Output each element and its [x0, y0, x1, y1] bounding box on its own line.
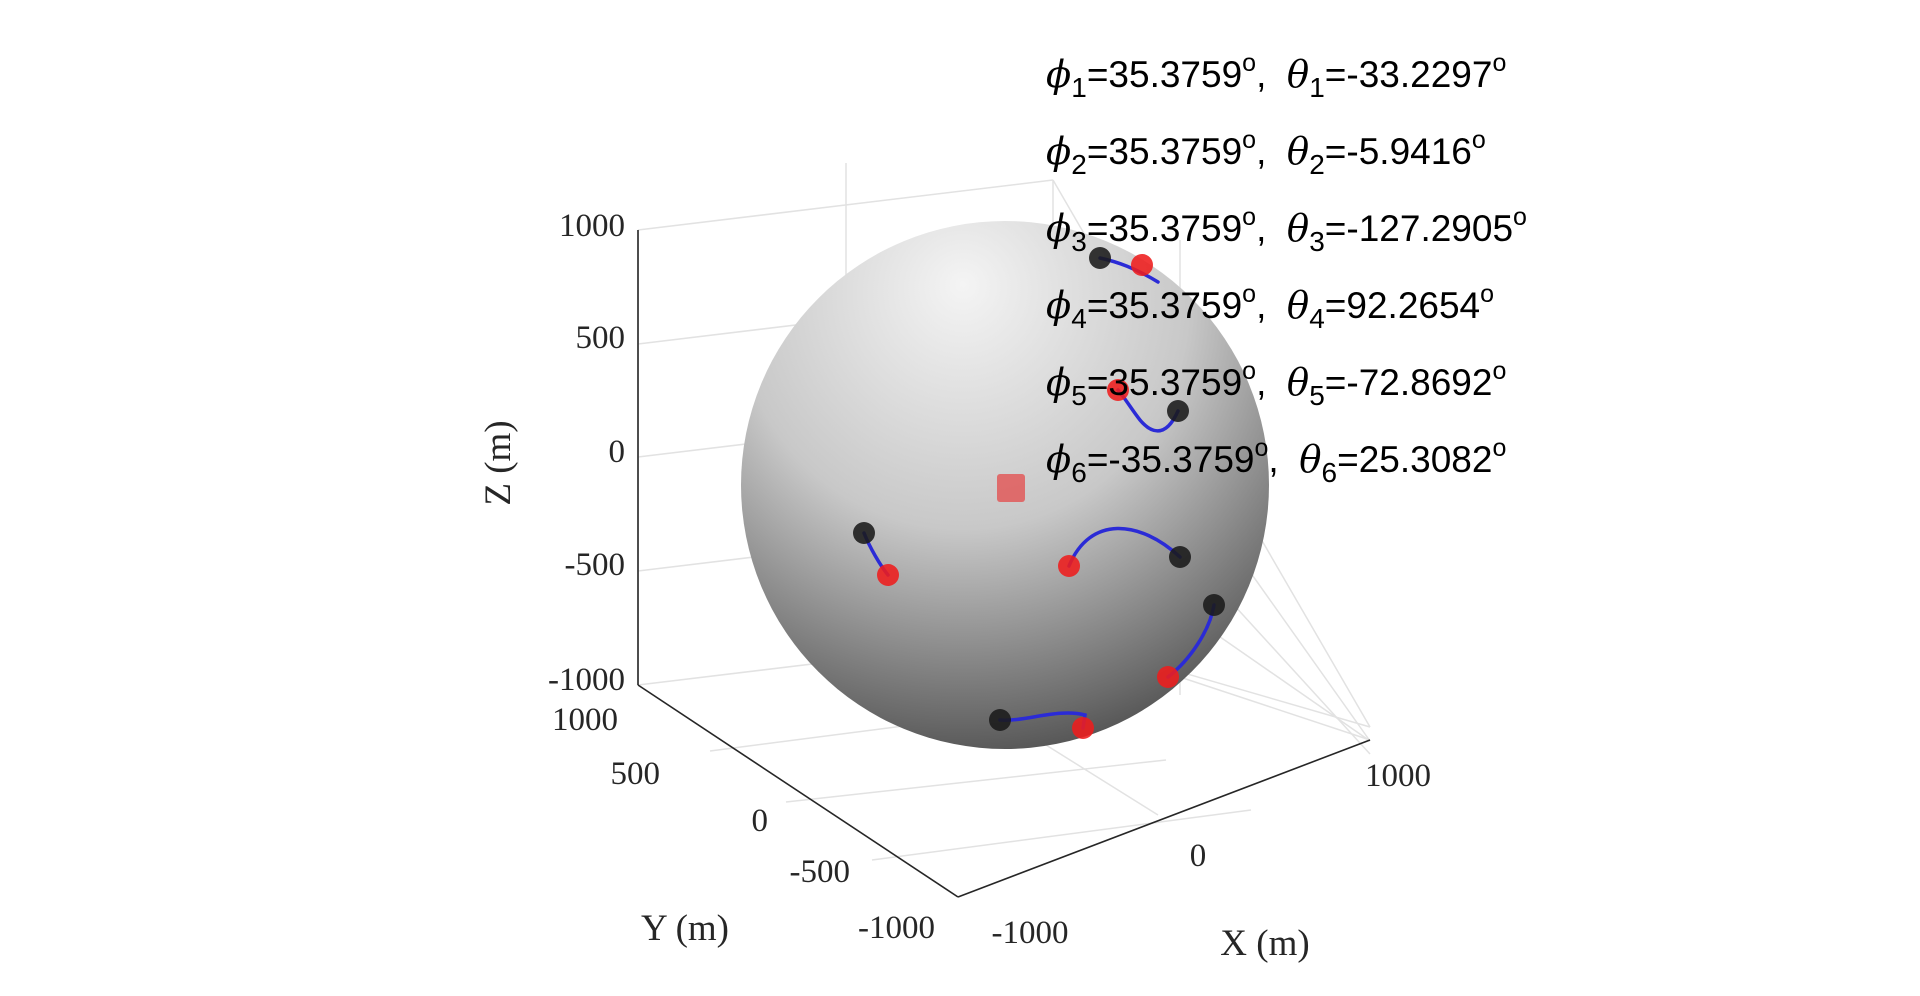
z-tick-label: 0: [609, 434, 626, 470]
y-tick-label: 0: [752, 803, 769, 839]
grid-line: [785, 759, 1167, 803]
z-tick-label: 1000: [559, 208, 625, 244]
angle-annotation: ϕ3=35.3759o, θ3=-127.2905o: [1046, 203, 1527, 257]
angle-annotation: ϕ4=35.3759o, θ4=92.2654o: [1046, 280, 1494, 334]
start-marker: [1167, 400, 1189, 422]
z-tick-label: -1000: [548, 662, 625, 698]
trajectory-path: [1067, 526, 1182, 568]
x-tick-label: -1000: [992, 915, 1069, 951]
start-marker: [1203, 594, 1225, 616]
z-tick-label: -500: [565, 547, 626, 583]
angle-annotation: ϕ2=35.3759o, θ2=-5.9416o: [1046, 126, 1486, 180]
end-marker: [1072, 717, 1094, 739]
center-marker: [997, 474, 1025, 502]
end-marker: [1058, 555, 1080, 577]
start-marker: [1169, 546, 1191, 568]
end-marker: [1131, 254, 1153, 276]
x-tick-label: 0: [1190, 838, 1207, 874]
axes: [637, 230, 1371, 898]
y-tick-label: -500: [790, 854, 851, 890]
end-marker: [877, 564, 899, 586]
y-axis-line: [637, 684, 959, 898]
end-marker: [1107, 379, 1129, 401]
angle-annotation: ϕ5=35.3759o, θ5=-72.8692o: [1046, 357, 1506, 411]
end-marker: [1157, 666, 1179, 688]
grid-line: [637, 179, 1054, 231]
y-tick-label: 1000: [552, 702, 618, 738]
z-tick-label: 500: [576, 320, 626, 356]
x-axis-line: [957, 739, 1371, 898]
angle-annotation: ϕ6=-35.3759o, θ6=25.3082o: [1046, 434, 1506, 488]
start-marker: [853, 522, 875, 544]
start-marker: [989, 709, 1011, 731]
y-tick-label: -1000: [858, 910, 935, 946]
x-tick-label: 1000: [1365, 758, 1431, 794]
z-axis-label: Z (m): [478, 420, 519, 505]
x-axis-label: X (m): [1220, 923, 1309, 964]
angle-annotation: ϕ1=35.3759o, θ1=-33.2297o: [1046, 49, 1506, 103]
start-marker: [1089, 247, 1111, 269]
y-axis-label: Y (m): [641, 908, 729, 949]
y-tick-label: 500: [611, 756, 661, 792]
grid-line: [871, 809, 1252, 861]
